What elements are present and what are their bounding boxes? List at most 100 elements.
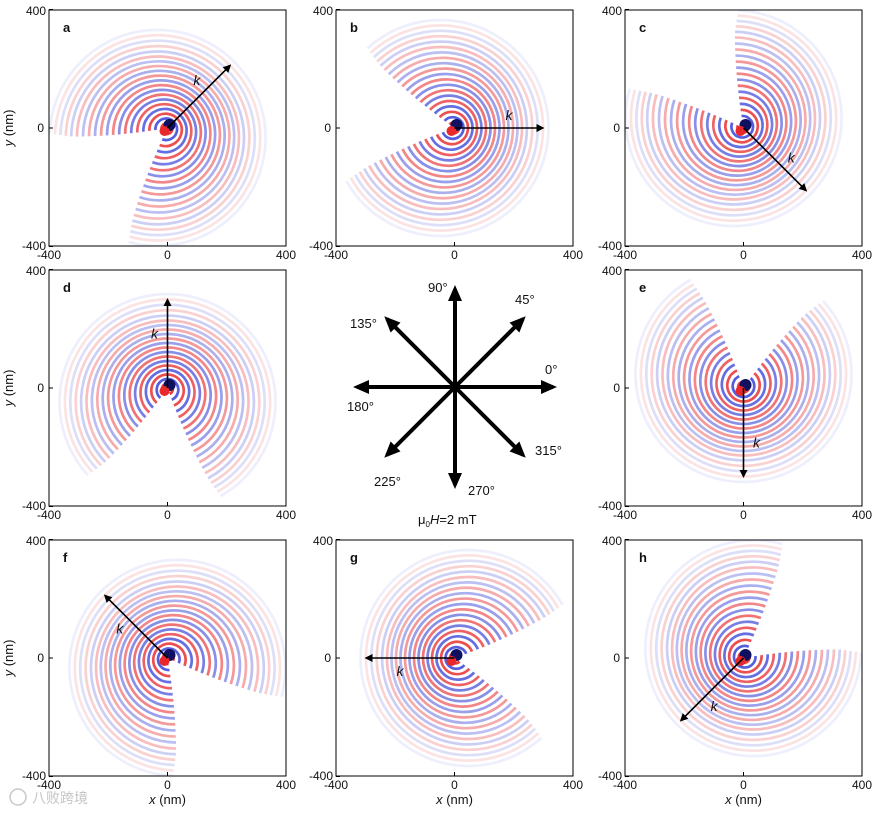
wave-ring xyxy=(87,64,231,208)
wave-ring xyxy=(663,48,807,192)
x-tick-min: -400 xyxy=(37,778,61,792)
wave-ring xyxy=(421,618,497,698)
panel-letter: h xyxy=(639,550,647,565)
field-var: H xyxy=(430,512,440,527)
wave-ring xyxy=(660,555,847,742)
y-tick-max: 400 xyxy=(313,534,333,548)
compass-label-270: 270° xyxy=(468,483,495,498)
k-vector-label: k xyxy=(788,149,796,165)
y-tick-min: -400 xyxy=(22,239,46,253)
wave-ring xyxy=(407,83,492,173)
wave-ring xyxy=(634,278,853,484)
wave-ring xyxy=(687,72,788,173)
x-tick-max: 400 xyxy=(276,508,296,522)
compass-label-225: 225° xyxy=(374,474,401,489)
wave-ring xyxy=(349,24,545,232)
x-tick-max: 400 xyxy=(852,508,872,522)
x-tick-max: 400 xyxy=(276,248,296,262)
y-tick-zero: 0 xyxy=(37,121,44,135)
direction-compass: 0° 45° 90° 135° 180° 225° 270° 315° μ0H=… xyxy=(347,280,562,529)
wave-ring xyxy=(689,590,812,712)
panel-letter: b xyxy=(350,20,358,35)
wave-ring xyxy=(720,363,767,408)
wave-ring xyxy=(635,19,833,217)
wave-ring xyxy=(412,88,488,168)
wave-ring xyxy=(418,94,483,162)
watermark-text: 八败跨境 xyxy=(32,790,88,806)
core-red xyxy=(159,386,170,396)
wave-ring xyxy=(698,340,788,426)
x-tick-zero: 0 xyxy=(164,248,171,262)
y-tick-min: -400 xyxy=(309,239,333,253)
k-vector-label: k xyxy=(506,107,514,123)
wave-ring xyxy=(705,90,774,158)
x-tick-zero: 0 xyxy=(451,778,458,792)
wave-pattern-g xyxy=(359,548,564,768)
y-tick-min: -400 xyxy=(22,769,46,783)
panel-g: -400 0 400 400 0 -400 x (nm) g k xyxy=(309,534,583,807)
wave-pattern-c xyxy=(625,10,843,228)
wave-ring xyxy=(441,115,465,141)
wave-ring xyxy=(677,318,810,444)
core-red xyxy=(159,656,170,666)
wave-ring xyxy=(644,287,843,473)
watermark-logo-icon xyxy=(9,788,27,806)
compass-label-45: 45° xyxy=(515,292,535,307)
x-tick-min: -400 xyxy=(37,508,61,522)
wave-ring xyxy=(142,107,188,154)
x-tick-min: -400 xyxy=(613,508,637,522)
field-sub: 0 xyxy=(426,520,431,529)
wave-ring xyxy=(670,566,836,731)
watermark: 八败跨境 xyxy=(9,788,88,806)
y-tick-max: 400 xyxy=(602,4,622,18)
wave-ring xyxy=(693,334,794,430)
wave-ring xyxy=(104,594,248,738)
wave-ring xyxy=(718,626,776,684)
x-tick-min: -400 xyxy=(324,248,348,262)
wave-ring xyxy=(109,599,242,732)
x-tick-min: -400 xyxy=(613,778,637,792)
wave-ring xyxy=(681,66,793,177)
wave-ring xyxy=(718,102,764,149)
k-vector-label: k xyxy=(193,72,201,88)
wave-ring xyxy=(79,314,256,480)
wave-ring xyxy=(123,350,213,436)
core-red xyxy=(446,126,457,136)
wave-ring xyxy=(69,50,246,226)
wave-ring xyxy=(395,72,501,184)
wave-ring xyxy=(68,558,286,776)
y-tick-zero: 0 xyxy=(324,651,331,665)
wave-ring xyxy=(731,375,756,399)
k-vector-label: k xyxy=(711,698,719,714)
x-tick-max: 400 xyxy=(852,778,872,792)
wave-ring xyxy=(403,597,519,719)
wave-ring xyxy=(132,623,212,702)
wave-ring xyxy=(117,88,207,178)
panel-letter: e xyxy=(639,280,646,295)
wave-ring xyxy=(58,292,277,498)
wave-pattern-h xyxy=(644,540,862,758)
y-tick-max: 400 xyxy=(602,534,622,548)
compass-label-0: 0° xyxy=(545,362,557,377)
wave-ring xyxy=(135,102,193,160)
panel-b: -400 0 400 400 0 -400 b k xyxy=(309,4,583,262)
panel-letter: d xyxy=(63,280,71,295)
wave-pattern-d xyxy=(58,292,277,498)
wave-ring xyxy=(85,319,250,475)
wave-ring xyxy=(708,614,788,693)
y-tick-min: -400 xyxy=(598,769,622,783)
wave-ring xyxy=(654,549,852,747)
x-tick-max: 400 xyxy=(563,248,583,262)
wave-ring xyxy=(81,60,236,214)
wave-ring xyxy=(649,544,858,753)
wave-ring xyxy=(73,563,282,772)
wave-ring xyxy=(89,580,266,756)
x-tick-zero: 0 xyxy=(740,778,747,792)
wave-ring xyxy=(693,78,783,168)
compass-arrow-315 xyxy=(453,385,526,458)
wave-ring xyxy=(363,40,529,216)
wave-ring xyxy=(655,296,832,462)
y-tick-max: 400 xyxy=(26,534,46,548)
